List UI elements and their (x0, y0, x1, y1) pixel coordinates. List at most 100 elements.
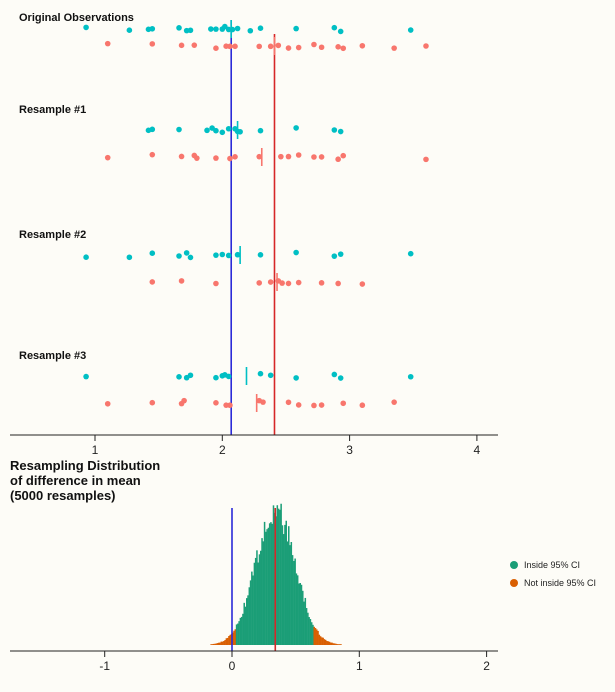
histogram-axis-tick-label: 1 (356, 659, 363, 673)
point-group-b (213, 400, 219, 406)
point-group-a (257, 127, 264, 134)
strip-panel-1: Resample #1 (19, 104, 429, 166)
point-group-b (267, 279, 274, 285)
point-group-b (260, 399, 266, 405)
point-group-a (267, 372, 274, 379)
legend-inside-swatch (510, 561, 518, 569)
point-group-b (275, 42, 282, 49)
point-group-b (391, 45, 397, 51)
point-group-b (181, 397, 187, 404)
histogram-bar-outside-ci (225, 638, 228, 645)
histogram-bar-inside-ci (237, 623, 239, 645)
point-group-a (337, 375, 344, 381)
histogram-bar-inside-ci (304, 597, 307, 645)
histogram-title-line-2: of difference in mean (10, 473, 141, 488)
histogram-bar-outside-ci (228, 636, 230, 645)
histogram-legend: Inside 95% CI Not inside 95% CI (510, 560, 596, 588)
histogram-bar-inside-ci (280, 503, 282, 645)
histogram-bar-outside-ci (321, 637, 323, 645)
histogram-bar-inside-ci (258, 554, 261, 645)
point-group-a (293, 375, 299, 381)
histogram-bar-inside-ci (247, 595, 249, 645)
histogram-bar-outside-ci (322, 637, 324, 645)
point-group-b (359, 402, 366, 409)
histogram-bar-inside-ci (262, 541, 265, 645)
point-group-a (225, 125, 232, 132)
strip-axis-tick-label: 4 (474, 443, 481, 457)
point-group-a (176, 374, 182, 380)
point-group-b (232, 154, 238, 160)
point-group-b (194, 155, 200, 161)
histogram-bar-inside-ci (261, 538, 263, 645)
point-group-b (256, 153, 263, 160)
legend-inside-label: Inside 95% CI (524, 560, 580, 570)
strip-panel-3: Resample #3 (19, 350, 414, 412)
histogram-bar-inside-ci (268, 523, 271, 645)
histogram-bar-inside-ci (277, 508, 280, 645)
histogram-bar-outside-ci (317, 630, 319, 645)
histogram-bar-inside-ci (281, 525, 284, 645)
point-group-b (285, 153, 292, 160)
strip-x-axis: 1 2 3 4 (10, 434, 498, 457)
point-group-b (359, 281, 366, 287)
histogram-bar-inside-ci (291, 555, 294, 645)
histogram-bar-inside-ci (312, 624, 314, 645)
histogram-bar-outside-ci (331, 642, 333, 645)
point-group-b (232, 43, 238, 50)
legend-outside-label: Not inside 95% CI (524, 578, 596, 588)
point-group-b (267, 43, 274, 50)
point-group-a (213, 127, 219, 134)
point-group-b (335, 156, 341, 163)
point-group-a (83, 24, 89, 31)
point-group-a (257, 370, 264, 377)
point-group-a (149, 25, 156, 32)
histogram-bar-inside-ci (294, 558, 296, 645)
point-group-b (340, 45, 347, 52)
histogram-axis-tick-label: 2 (483, 659, 490, 673)
point-group-b (285, 45, 292, 51)
point-group-a (126, 27, 133, 34)
histogram-bar-outside-ci (328, 641, 331, 645)
histogram-bar-inside-ci (253, 562, 256, 645)
histogram-bar-inside-ci (272, 505, 275, 645)
histogram-bar-outside-ci (327, 641, 329, 645)
histogram-bar-inside-ci (299, 583, 301, 645)
point-group-a (187, 27, 194, 34)
histogram-bar-outside-ci (316, 629, 318, 645)
point-group-b (285, 399, 292, 406)
point-group-a (407, 373, 414, 380)
point-group-a (219, 129, 226, 136)
point-group-b (149, 279, 156, 285)
point-group-a (237, 128, 243, 135)
histogram-bar-inside-ci (240, 616, 243, 645)
panel-title: Resample #1 (19, 104, 86, 116)
point-group-b (318, 280, 325, 286)
histogram-bar-inside-ci (282, 534, 285, 645)
histogram-bar-inside-ci (298, 583, 300, 645)
point-group-a (187, 372, 194, 379)
point-group-a (204, 127, 210, 134)
point-group-b (423, 156, 429, 163)
point-group-a (293, 25, 299, 32)
strip-panel-0: Original Observations (19, 12, 429, 55)
histogram-bar-outside-ci (229, 634, 231, 645)
histogram-bar-inside-ci (265, 531, 267, 645)
point-group-a (213, 374, 219, 381)
histogram-bar-inside-ci (289, 545, 291, 645)
point-group-b (295, 402, 302, 408)
histogram-axis-tick-label: 0 (229, 659, 236, 673)
point-group-a (331, 24, 338, 31)
histogram-bar-inside-ci (303, 601, 305, 645)
point-group-a (257, 252, 264, 258)
histogram-bar-inside-ci (270, 522, 272, 645)
point-group-b (340, 400, 347, 407)
point-group-a (225, 373, 232, 380)
point-group-b (423, 43, 429, 49)
point-group-a (247, 27, 254, 34)
point-group-a (149, 126, 156, 133)
histogram-title: Resampling Distribution of difference in… (10, 458, 160, 503)
histogram-bar-inside-ci (248, 587, 251, 645)
point-group-b (191, 42, 198, 48)
point-group-b (104, 400, 111, 407)
